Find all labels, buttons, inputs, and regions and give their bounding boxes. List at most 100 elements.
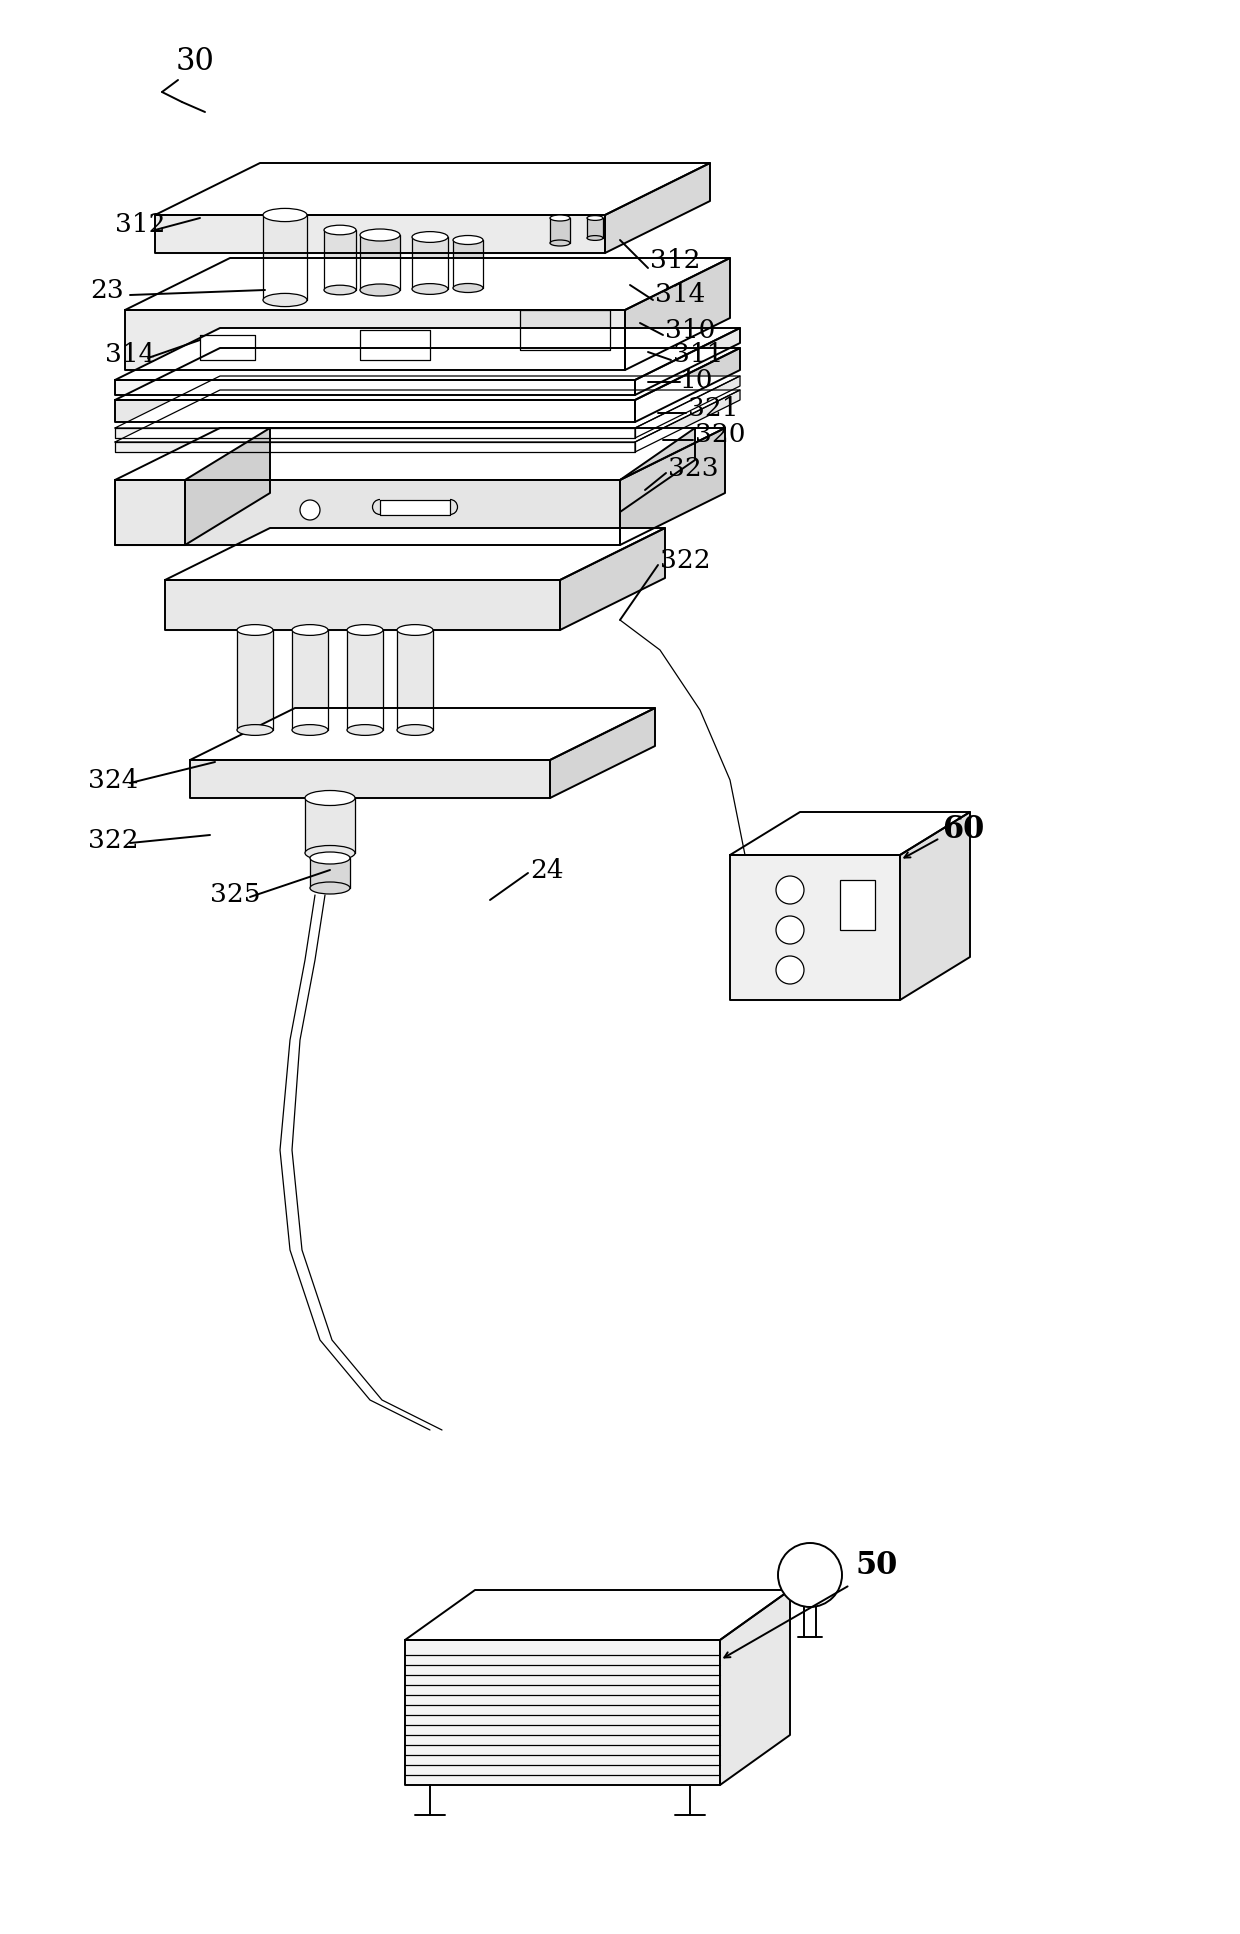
Ellipse shape — [291, 625, 329, 636]
Polygon shape — [310, 859, 350, 888]
Ellipse shape — [310, 882, 350, 894]
Polygon shape — [635, 375, 740, 437]
Polygon shape — [551, 708, 655, 799]
Polygon shape — [125, 309, 625, 369]
Ellipse shape — [347, 625, 383, 636]
Polygon shape — [360, 331, 430, 360]
Polygon shape — [237, 630, 273, 729]
Polygon shape — [730, 812, 970, 855]
Text: 320: 320 — [694, 422, 745, 447]
Text: 325: 325 — [210, 882, 260, 907]
Circle shape — [300, 501, 320, 520]
Polygon shape — [379, 501, 450, 514]
Polygon shape — [263, 215, 308, 300]
Polygon shape — [730, 855, 900, 1000]
Polygon shape — [115, 400, 635, 422]
Text: 50: 50 — [856, 1549, 898, 1580]
Polygon shape — [305, 799, 355, 853]
Polygon shape — [635, 348, 740, 422]
Polygon shape — [625, 257, 730, 369]
Ellipse shape — [324, 284, 356, 294]
Ellipse shape — [263, 209, 308, 222]
Polygon shape — [115, 427, 725, 480]
Circle shape — [776, 917, 804, 944]
Polygon shape — [155, 215, 605, 253]
Polygon shape — [635, 391, 740, 453]
Text: 314: 314 — [655, 282, 706, 308]
Polygon shape — [115, 427, 635, 437]
Ellipse shape — [237, 725, 273, 735]
Polygon shape — [560, 528, 665, 630]
Polygon shape — [551, 219, 570, 244]
Polygon shape — [360, 236, 401, 290]
Text: 60: 60 — [942, 814, 985, 845]
Text: 30: 30 — [176, 46, 215, 77]
Polygon shape — [115, 375, 740, 427]
Polygon shape — [635, 329, 740, 395]
Polygon shape — [115, 348, 740, 400]
Circle shape — [776, 876, 804, 903]
Polygon shape — [620, 427, 694, 513]
Polygon shape — [125, 257, 730, 309]
Polygon shape — [291, 630, 329, 729]
Ellipse shape — [347, 725, 383, 735]
Polygon shape — [165, 528, 665, 580]
Ellipse shape — [453, 284, 484, 292]
Polygon shape — [115, 329, 740, 379]
Text: 322: 322 — [88, 828, 139, 853]
Polygon shape — [587, 219, 603, 238]
Ellipse shape — [305, 845, 355, 861]
Ellipse shape — [291, 725, 329, 735]
Text: 24: 24 — [529, 857, 564, 882]
Polygon shape — [405, 1590, 790, 1640]
Polygon shape — [115, 379, 635, 395]
Polygon shape — [190, 708, 655, 760]
Polygon shape — [412, 238, 448, 288]
Polygon shape — [115, 480, 185, 545]
Polygon shape — [900, 812, 970, 1000]
Ellipse shape — [324, 224, 356, 234]
Polygon shape — [720, 1590, 790, 1785]
Text: 324: 324 — [88, 768, 139, 793]
Ellipse shape — [263, 294, 308, 308]
Polygon shape — [115, 391, 740, 443]
Polygon shape — [347, 630, 383, 729]
Polygon shape — [165, 580, 560, 630]
Ellipse shape — [412, 232, 448, 242]
Ellipse shape — [397, 625, 433, 636]
Ellipse shape — [305, 791, 355, 805]
Polygon shape — [115, 480, 620, 545]
Polygon shape — [185, 427, 270, 545]
Ellipse shape — [551, 215, 570, 220]
Text: 311: 311 — [673, 342, 723, 367]
Polygon shape — [397, 630, 433, 729]
Ellipse shape — [310, 853, 350, 864]
Text: 322: 322 — [660, 547, 711, 572]
Ellipse shape — [397, 725, 433, 735]
Text: 23: 23 — [91, 277, 124, 302]
Text: 312: 312 — [650, 248, 701, 273]
Text: 312: 312 — [115, 213, 165, 238]
Circle shape — [776, 955, 804, 984]
Ellipse shape — [453, 236, 484, 244]
Circle shape — [777, 1543, 842, 1607]
Polygon shape — [520, 309, 610, 350]
Text: 310: 310 — [665, 317, 715, 342]
Polygon shape — [605, 162, 711, 253]
Text: 314: 314 — [105, 342, 155, 367]
Text: 323: 323 — [668, 456, 719, 480]
Polygon shape — [453, 240, 484, 288]
Bar — [839, 880, 875, 930]
Ellipse shape — [551, 240, 570, 246]
Polygon shape — [115, 443, 635, 453]
Ellipse shape — [587, 215, 603, 220]
Polygon shape — [190, 760, 551, 799]
Ellipse shape — [412, 284, 448, 294]
Polygon shape — [200, 335, 255, 360]
Ellipse shape — [587, 236, 603, 240]
Ellipse shape — [237, 625, 273, 636]
Polygon shape — [620, 427, 725, 545]
Ellipse shape — [360, 228, 401, 242]
Text: 321: 321 — [688, 395, 739, 420]
Text: 10: 10 — [680, 367, 713, 393]
